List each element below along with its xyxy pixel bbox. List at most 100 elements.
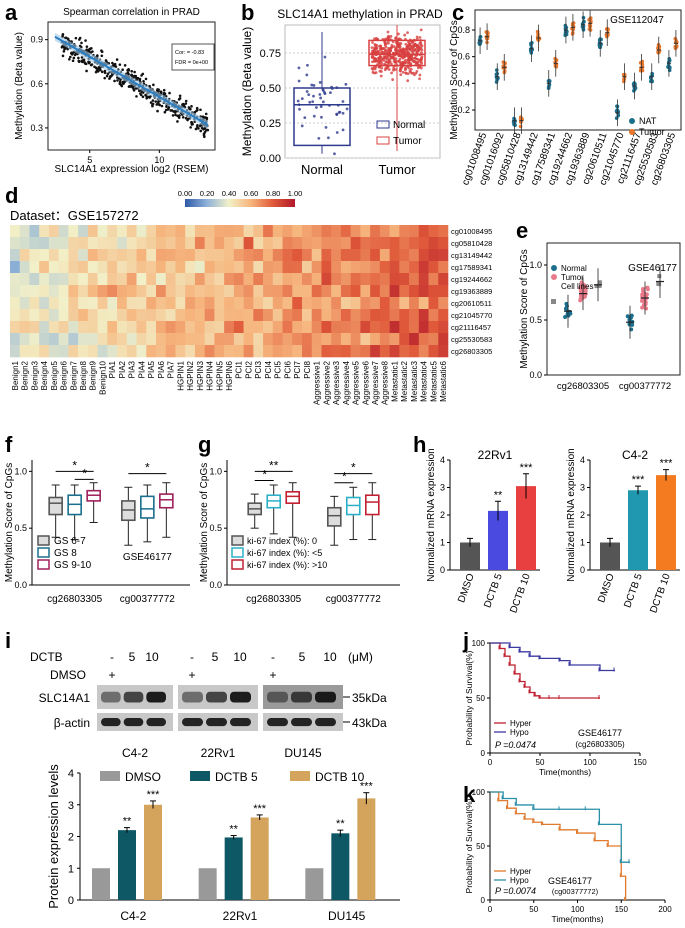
- heatmap-cell: [331, 261, 342, 274]
- colorbar-tick-label: 0.00: [178, 189, 193, 198]
- x-tick-label: DCTB 5: [622, 572, 645, 610]
- panel-label-i: i: [5, 628, 12, 653]
- data-point: [387, 68, 391, 71]
- heatmap-cell: [253, 249, 264, 262]
- heatmap-cell: [340, 321, 351, 334]
- data-point: [111, 61, 114, 65]
- row-label: cg17589341: [451, 263, 492, 272]
- heatmap-cell: [224, 297, 235, 310]
- data-point: [394, 59, 398, 63]
- data-point: [413, 73, 416, 77]
- data-point: [400, 65, 404, 69]
- y-tick-label: 1.0: [529, 260, 542, 270]
- data-point: [399, 73, 403, 77]
- heatmap-cell: [194, 345, 205, 358]
- column-label: PCI5: [274, 360, 283, 378]
- data-point: [177, 116, 181, 119]
- data-point: [597, 40, 602, 45]
- y-tick-label: 0.3: [30, 123, 43, 133]
- data-point: [418, 77, 421, 81]
- data-point: [420, 48, 424, 52]
- heatmap-cell: [311, 309, 322, 322]
- data-point: [640, 63, 645, 67]
- legend-label: Cell lines: [561, 282, 593, 291]
- heatmap-cell: [321, 333, 332, 346]
- heatmap-cell: [29, 321, 40, 334]
- data-point: [387, 41, 390, 45]
- heatmap-cell: [136, 285, 147, 298]
- y-tick-label: 0.5: [529, 315, 542, 325]
- heatmap-cell: [409, 285, 420, 298]
- box: [48, 496, 63, 516]
- data-point: [378, 65, 382, 69]
- data-point: [100, 54, 104, 58]
- heatmap-cell: [360, 333, 371, 346]
- heatmap-cell: [126, 237, 137, 250]
- heatmap-cell: [370, 333, 381, 346]
- heatmap-cell: [370, 261, 381, 274]
- data-point: [178, 114, 181, 117]
- data-point: [333, 152, 336, 156]
- y-tick-label: 0.0: [14, 580, 27, 590]
- data-point: [389, 62, 393, 66]
- data-point: [345, 107, 349, 111]
- heatmap-cell: [87, 261, 98, 274]
- heatmap-cell: [253, 333, 264, 346]
- sig-label: *: [262, 467, 267, 481]
- heatmap-cell: [87, 273, 98, 286]
- dctb-value: -: [271, 650, 275, 664]
- heatmap-cell: [302, 261, 313, 274]
- data-point: [578, 296, 583, 301]
- column-label: Metastatic6: [439, 360, 448, 401]
- heatmap-cell: [272, 333, 283, 346]
- data-point: [190, 121, 194, 124]
- data-point: [335, 131, 339, 134]
- data-point: [187, 106, 191, 109]
- column-label: PIA2: [118, 360, 127, 378]
- data-point: [297, 79, 301, 83]
- sig-label: **: [336, 818, 345, 830]
- heatmap-cell: [292, 321, 303, 334]
- data-point: [370, 56, 374, 59]
- y-axis-label: Methylation Score of CpGs: [4, 463, 15, 583]
- annotation-fdr: FDR = 0e+00: [175, 60, 208, 66]
- heatmap-cell: [263, 237, 274, 250]
- data-point: [99, 68, 102, 72]
- p-value: P =0.0074: [495, 886, 536, 896]
- colorbar-tick-label: 1.00: [288, 189, 303, 198]
- heatmap-cell: [311, 285, 322, 298]
- data-point: [341, 100, 345, 103]
- heatmap-cell: [185, 249, 196, 262]
- heatmap-cell: [19, 345, 30, 358]
- column-label: PIA1: [108, 360, 117, 378]
- heatmap-cell: [311, 273, 322, 286]
- data-point: [594, 284, 599, 289]
- data-point: [407, 42, 411, 46]
- column-label: HGPIN6: [225, 360, 234, 390]
- heatmap-cell: [58, 333, 69, 346]
- heatmap-cell: [233, 321, 244, 334]
- heatmap-cell: [19, 321, 30, 334]
- data-point: [194, 127, 198, 131]
- heatmap-cell: [185, 237, 196, 250]
- heatmap-cell: [399, 345, 410, 358]
- heatmap-cell: [214, 225, 225, 238]
- heatmap-cell: [302, 273, 313, 286]
- heatmap-cell: [146, 345, 157, 358]
- panel-label-f: f: [5, 432, 13, 457]
- x-tick-label: 150: [615, 905, 629, 914]
- row-label: cg19244662: [451, 275, 492, 284]
- heatmap-cell: [389, 225, 400, 238]
- heatmap-cell: [389, 309, 400, 322]
- heatmap-cell: [126, 297, 137, 310]
- legend-swatch: [231, 559, 244, 570]
- heatmap-cell: [185, 261, 196, 274]
- row-label: cg19363889: [451, 287, 492, 296]
- blot-band: [230, 718, 251, 727]
- y-tick-label: 0.6: [30, 79, 43, 89]
- data-point: [391, 78, 395, 81]
- column-label: Benign2: [21, 360, 30, 390]
- heatmap-cell: [389, 297, 400, 310]
- heatmap-cell: [243, 297, 254, 310]
